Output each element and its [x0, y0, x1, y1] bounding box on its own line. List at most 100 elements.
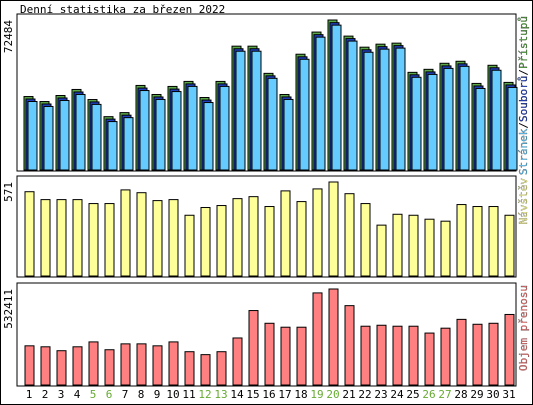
bar [155, 98, 166, 171]
bar [24, 345, 35, 386]
bar [264, 322, 275, 386]
bar [328, 288, 339, 386]
bar [248, 310, 259, 386]
y-tick-label: 571 [2, 182, 15, 202]
bar [56, 350, 67, 386]
legend-entry: Stránek [517, 128, 530, 175]
x-tick-label: 4 [74, 388, 81, 401]
bar [408, 325, 419, 386]
bar [267, 77, 278, 171]
bar [27, 101, 38, 171]
bar [43, 105, 54, 171]
bar [376, 224, 387, 277]
bar [331, 24, 342, 171]
bar [507, 86, 518, 171]
x-tick-label: 2 [42, 388, 49, 401]
x-tick-label: 5 [90, 388, 97, 401]
bar [456, 318, 467, 386]
bar [235, 50, 246, 171]
x-tick-label: 27 [438, 388, 451, 401]
bar [136, 192, 147, 277]
bar [123, 117, 134, 171]
bar [216, 205, 227, 277]
x-tick-label: 12 [198, 388, 211, 401]
bar [344, 305, 355, 386]
x-tick-label: 31 [502, 388, 515, 401]
bar [456, 204, 467, 277]
bar [232, 198, 243, 277]
x-tick-label: 28 [454, 388, 467, 401]
bar [395, 47, 406, 171]
bar [440, 220, 451, 277]
bar [152, 345, 163, 386]
bar [315, 36, 326, 171]
bar [360, 325, 371, 386]
bar [56, 199, 67, 277]
bar [328, 181, 339, 277]
x-tick-label: 29 [470, 388, 483, 401]
bar [88, 203, 99, 277]
panel-frame [16, 175, 517, 278]
bar [187, 85, 198, 171]
x-tick-label: 25 [406, 388, 419, 401]
x-tick-label: 7 [122, 388, 129, 401]
bar [75, 93, 86, 171]
x-tick-label: 20 [326, 388, 339, 401]
x-tick-label: 23 [374, 388, 387, 401]
y-tick-label: 72484 [2, 20, 15, 53]
bar [40, 346, 51, 386]
bar [312, 188, 323, 277]
bar [347, 40, 358, 171]
bar [475, 87, 486, 171]
panel-frame [16, 282, 517, 387]
bar [344, 193, 355, 277]
legend: Návštěv [517, 178, 530, 225]
bar [363, 51, 374, 171]
bar [24, 191, 35, 277]
bar [104, 349, 115, 386]
legend-entry: Přístupů [517, 16, 530, 69]
bar [88, 341, 99, 386]
x-tick-label: 15 [246, 388, 259, 401]
bar [488, 322, 499, 386]
x-tick-label: 26 [422, 388, 435, 401]
bar [488, 206, 499, 277]
bar [232, 337, 243, 386]
x-tick-label: 17 [278, 388, 291, 401]
bar [312, 292, 323, 386]
bar [251, 50, 262, 171]
bar [408, 214, 419, 277]
bar [411, 76, 422, 171]
bar [360, 203, 371, 277]
bar [424, 332, 435, 386]
x-tick-label: 21 [342, 388, 355, 401]
bar [376, 324, 387, 386]
bar [184, 214, 195, 277]
x-tick-label: 6 [106, 388, 113, 401]
bar [168, 199, 179, 277]
bar [120, 343, 131, 386]
bar [299, 58, 310, 171]
bar [472, 206, 483, 277]
x-tick-label: 10 [166, 388, 179, 401]
bar [104, 203, 115, 277]
bar [296, 201, 307, 277]
bar [72, 346, 83, 386]
bar [443, 67, 454, 171]
bar [203, 102, 214, 171]
bar [264, 206, 275, 277]
x-tick-label: 13 [214, 388, 227, 401]
bar [152, 200, 163, 277]
x-tick-label: 11 [182, 388, 195, 401]
bar [491, 69, 502, 171]
x-tick-label: 18 [294, 388, 307, 401]
x-tick-label: 14 [230, 388, 244, 401]
chart-title: Denní statistika za březen 2022 [20, 3, 225, 16]
bar [168, 341, 179, 386]
bar [424, 218, 435, 277]
legend-separator: / [517, 69, 530, 76]
bar [200, 354, 211, 386]
bar [472, 323, 483, 386]
legend-separator: / [517, 122, 530, 129]
